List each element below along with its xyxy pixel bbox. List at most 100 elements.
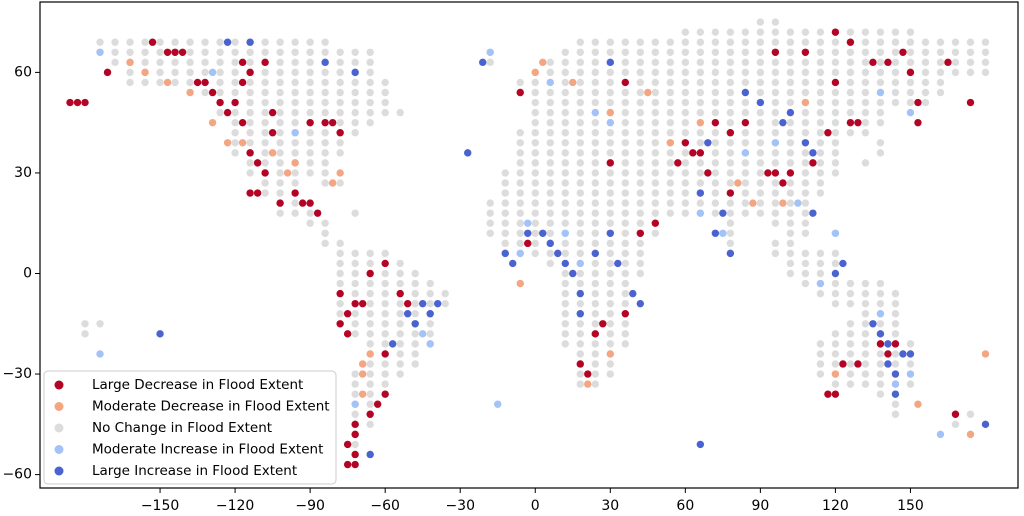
data-point [486,58,494,67]
data-point [771,199,780,207]
data-point [246,48,254,56]
data-point [366,340,374,348]
data-point [441,299,449,308]
data-point [171,58,179,67]
data-point [936,430,945,439]
data-point [546,88,554,97]
data-point [921,58,930,67]
data-point [561,149,569,157]
data-point [771,108,780,117]
data-point [966,430,975,439]
data-point [351,420,359,429]
data-point [276,38,284,46]
data-point [816,108,825,117]
data-point [276,169,284,177]
data-point [771,219,780,227]
data-point [238,118,247,127]
data-point [831,118,840,127]
data-point [651,139,660,147]
data-point [831,350,840,358]
data-point [216,58,224,67]
data-point [921,88,930,97]
data-point [636,98,645,107]
data-point [561,88,569,97]
data-point [711,179,720,187]
data-point [846,380,855,388]
data-point [366,108,374,117]
data-point [291,179,299,187]
data-point [531,179,539,187]
data-point [411,340,419,348]
data-point [621,249,629,258]
data-point [576,129,584,137]
data-point [711,38,720,46]
data-point [816,68,825,77]
data-point [606,340,614,348]
data-point [966,48,975,56]
data-point [906,380,915,388]
data-point [831,299,840,308]
data-point [621,139,629,147]
data-point [561,78,569,87]
data-point [351,129,359,137]
data-point [786,249,795,258]
data-point [846,88,855,97]
data-point [606,330,614,338]
x-tick-label: 30 [601,498,619,514]
data-point [899,350,907,358]
data-point [576,139,584,147]
data-point [816,129,825,137]
data-point [831,169,840,177]
data-point [756,78,765,87]
data-point [726,179,735,187]
data-point [366,98,374,107]
data-point [351,209,359,217]
data-point [561,259,569,268]
data-point [621,149,629,157]
data-point [501,239,509,248]
data-point [546,139,554,147]
data-point [546,78,554,87]
data-point [936,78,945,87]
data-point [343,310,352,318]
data-point [276,88,284,97]
data-point [756,38,765,46]
data-point [741,129,750,137]
data-point [336,279,344,288]
data-point [621,209,629,217]
data-point [606,209,614,217]
data-point [186,88,194,97]
data-point [156,58,164,67]
data-point [846,108,855,117]
data-point [771,249,780,258]
x-tick-label: −120 [216,498,254,514]
data-point [636,108,645,117]
data-point [861,58,870,67]
data-point [411,330,419,338]
data-point [291,48,299,56]
data-point [831,259,840,268]
data-point [606,219,614,227]
data-point [726,88,735,97]
data-point [606,129,614,137]
data-point [73,98,82,107]
data-point [621,38,629,46]
data-point [666,58,675,67]
data-point [546,58,554,67]
data-point [756,159,765,167]
data-point [546,189,554,197]
data-point [621,239,629,248]
data-point [403,310,412,318]
data-point [846,370,855,378]
data-point [546,209,554,217]
data-point [786,118,795,127]
data-point [591,129,599,137]
data-point [891,28,900,36]
data-point [223,108,232,117]
data-point [854,360,862,368]
data-point [816,269,825,278]
axes: −150 −120 −90 −60 −30 0 30 60 90 120 150 −60 −30 0 30 6… [2,64,923,514]
data-point [681,199,690,207]
data-point [531,98,539,107]
data-point [711,98,720,107]
